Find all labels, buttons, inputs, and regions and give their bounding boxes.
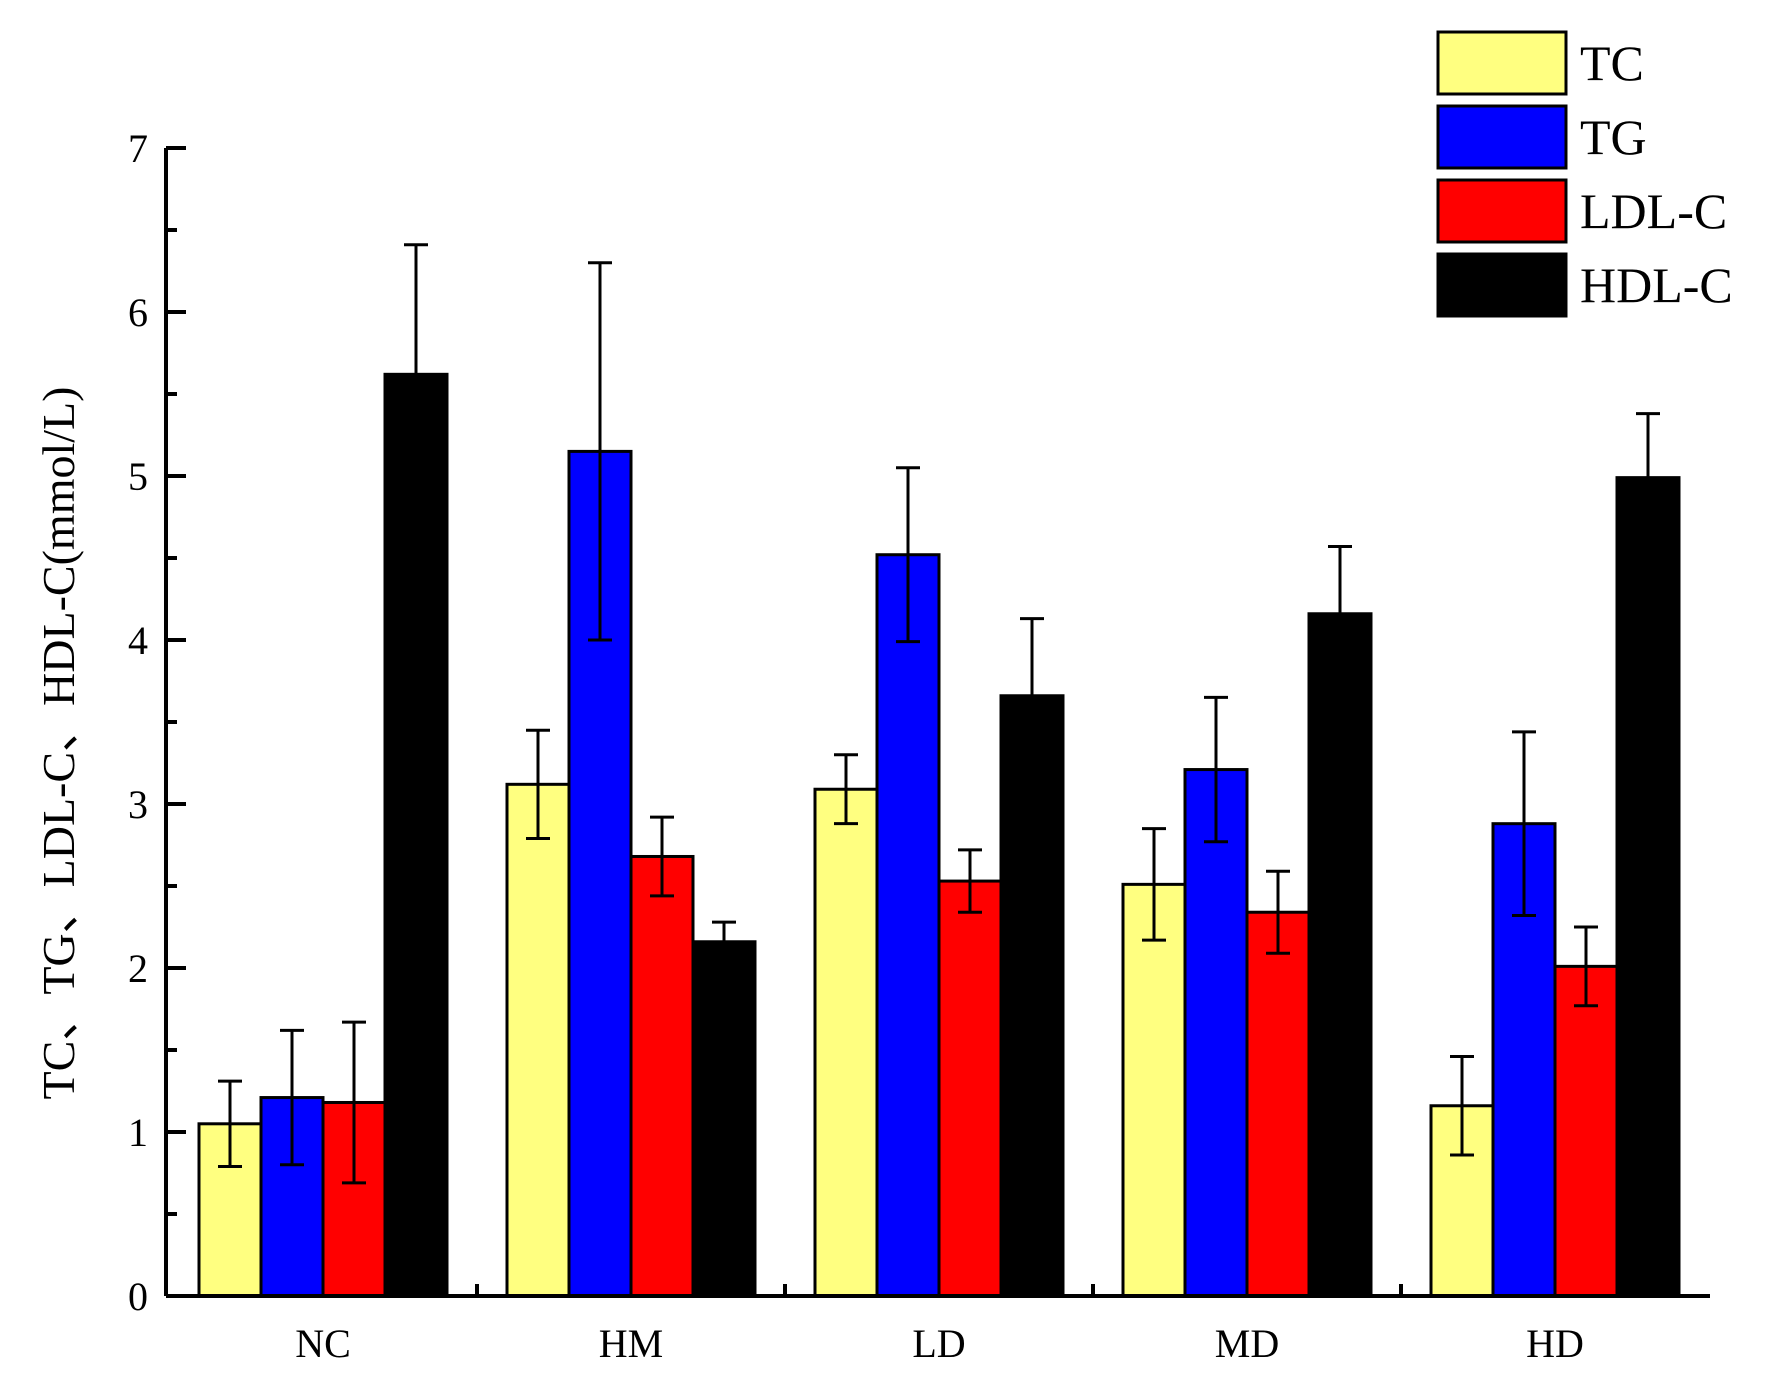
error-bar xyxy=(650,815,674,898)
error-bar xyxy=(1512,730,1536,918)
legend-swatch-ldl-c xyxy=(1436,178,1568,244)
legend: TC TG LDL-C HDL-C xyxy=(1436,30,1733,318)
y-tick-label: 3 xyxy=(128,782,148,827)
error-bar xyxy=(218,1079,242,1168)
error-bar xyxy=(342,1020,366,1185)
y-tick-label: 2 xyxy=(128,946,148,991)
error-bar xyxy=(1020,617,1044,775)
error-bar xyxy=(1328,545,1352,683)
bar-tg-ld xyxy=(875,553,941,1298)
error-bar xyxy=(526,728,550,840)
x-category-label: NC xyxy=(295,1321,351,1366)
y-tick-label: 4 xyxy=(128,618,148,663)
legend-label: LDL-C xyxy=(1580,183,1727,239)
error-bar xyxy=(1266,869,1290,955)
error-bar xyxy=(712,920,736,963)
y-tick-label: 7 xyxy=(128,126,148,171)
bar-hdl-c-nc xyxy=(383,372,449,1298)
error-bar xyxy=(588,261,612,642)
bar-hdl-c-md xyxy=(1307,612,1373,1298)
bar-tc-ld xyxy=(813,787,879,1298)
error-bar xyxy=(1450,1055,1474,1157)
bar-hdl-c-hm xyxy=(691,940,757,1298)
bar-tc-md xyxy=(1121,882,1187,1298)
legend-label: TG xyxy=(1580,109,1647,165)
x-category-label: HD xyxy=(1526,1321,1584,1366)
bar-ldl-c-hd xyxy=(1553,964,1619,1298)
error-bar xyxy=(834,753,858,826)
error-bar xyxy=(1636,412,1660,544)
y-tick-label: 5 xyxy=(128,454,148,499)
bar-ldl-c-ld xyxy=(937,879,1003,1298)
legend-swatch-tc xyxy=(1436,30,1568,96)
error-bar xyxy=(1204,695,1228,844)
ticks-layer: 0 1 2 3 4 5 6 7 NC HM LD MD HD xyxy=(128,126,1584,1366)
error-bar xyxy=(1142,827,1166,942)
bar-ldl-c-md xyxy=(1245,910,1311,1298)
error-bar xyxy=(280,1028,304,1167)
legend-swatch-tg xyxy=(1436,104,1568,170)
error-bar xyxy=(404,243,428,506)
bars-layer xyxy=(197,243,1681,1298)
legend-label: HDL-C xyxy=(1580,257,1733,313)
bar-tg-md xyxy=(1183,768,1249,1298)
y-tick-label: 0 xyxy=(128,1274,148,1319)
bar-ldl-c-hm xyxy=(629,854,695,1298)
y-tick-label: 6 xyxy=(128,290,148,335)
y-axis-title: TC、TG、LDL-C、HDL-C(mmol/L) xyxy=(33,387,84,1100)
error-bar xyxy=(1574,925,1598,1008)
x-category-label: MD xyxy=(1215,1321,1279,1366)
x-category-label: HM xyxy=(599,1321,663,1366)
y-tick-label: 1 xyxy=(128,1110,148,1155)
x-category-label: LD xyxy=(912,1321,965,1366)
error-bar xyxy=(958,848,982,914)
bar-tc-hm xyxy=(505,782,571,1298)
bar-hdl-c-ld xyxy=(999,694,1065,1298)
legend-label: TC xyxy=(1580,35,1644,91)
bar-hdl-c-hd xyxy=(1615,476,1681,1298)
legend-swatch-hdl-c xyxy=(1436,252,1568,318)
error-bar xyxy=(896,466,920,644)
